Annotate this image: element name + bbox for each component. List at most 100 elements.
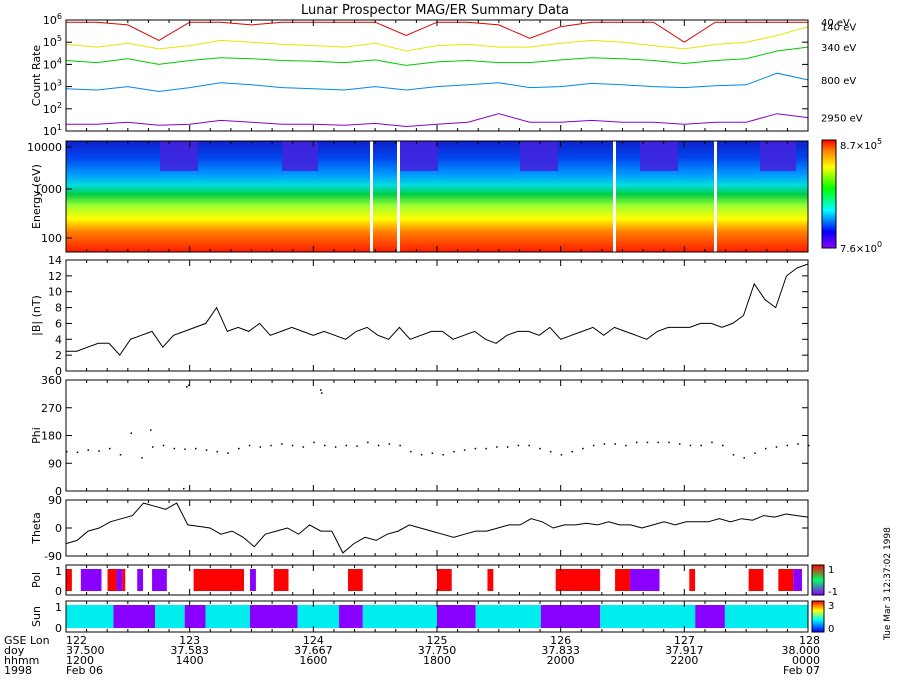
outlier-point [150, 429, 152, 431]
data-point [592, 444, 595, 447]
data-point [808, 444, 810, 447]
data-point [560, 454, 563, 456]
y-tick-label: 12 [48, 270, 62, 283]
y-tick-label: 102 [43, 101, 62, 116]
segment-20 [437, 569, 452, 591]
segment-5 [250, 605, 298, 628]
panel-frame [65, 19, 809, 132]
spectrogram-patch-2 [400, 141, 438, 171]
data-point [420, 454, 423, 456]
x-row-label-3: 1998 [4, 664, 32, 677]
panel-frame [65, 564, 809, 596]
data-point [313, 441, 315, 444]
panel-frame [65, 600, 809, 633]
data-point [582, 447, 584, 450]
segment-8 [362, 605, 437, 628]
data-point [76, 451, 79, 454]
segment-13 [695, 605, 725, 628]
segment-27 [629, 569, 660, 591]
b-magnitude-panel: 0 2 4 6 8 10 12 14 |B| (nT) [30, 254, 809, 378]
segment-24 [555, 569, 601, 591]
data-point [700, 444, 702, 447]
data-point [281, 443, 283, 445]
series-line-2 [65, 46, 809, 66]
segment-10 [152, 569, 167, 591]
y-tick-label: 0 [55, 485, 62, 498]
y-tick-label: 6 [55, 317, 62, 330]
segment-6 [122, 569, 126, 591]
segment-12 [600, 605, 696, 628]
y-tick-label: 105 [43, 34, 62, 49]
data-point [356, 445, 358, 447]
colorbar-tick: 0 [828, 624, 834, 635]
data-point [646, 441, 649, 444]
segment-2 [155, 605, 185, 628]
x-tick-doy: 37.750 [418, 644, 457, 657]
data-point [259, 446, 262, 448]
segment-28 [659, 569, 690, 591]
segment-23 [493, 569, 556, 591]
y-tick-label: -90 [44, 550, 62, 563]
x-row-label-2: hhmm [4, 654, 39, 667]
outlier-point [183, 487, 185, 490]
x-tick-doy: 37.500 [66, 644, 105, 657]
x-tick-lon: 123 [179, 634, 200, 647]
spectrogram-patch-0 [160, 141, 198, 171]
data-point [485, 447, 487, 450]
x-tick-hhmm: 1600 [299, 654, 327, 667]
data-point [657, 441, 659, 444]
segment-3 [184, 605, 206, 628]
x-tick-hhmm: 1800 [423, 654, 451, 667]
segment-17 [288, 569, 348, 591]
spectrogram-patch-3 [520, 141, 558, 171]
y-tick-label: 270 [41, 402, 62, 415]
x-tick-hhmm: 1200 [66, 654, 94, 667]
segment-8 [137, 569, 144, 591]
data-point [474, 447, 477, 450]
data-point [388, 443, 391, 445]
y-axis-label: Energy (eV) [30, 164, 43, 229]
sun-panel: 0 1 Sun 3 0 [30, 600, 834, 635]
y-tick-label: 90 [48, 457, 62, 470]
data-point [431, 452, 434, 454]
energy-spectrogram-panel: 100 1000 10000 Energy (eV) 8.7×105 7.6×100 [27, 137, 882, 255]
segment-29 [689, 569, 696, 591]
segment-15 [255, 569, 274, 591]
y-tick-label: 0 [55, 522, 62, 535]
strip-colorbar [811, 564, 825, 596]
outlier-point [320, 389, 322, 391]
x-tick-hhmm: 0000 [792, 654, 820, 667]
y-tick-label: 0 [55, 622, 62, 635]
data-point [496, 446, 498, 448]
data-gap-0 [370, 141, 373, 252]
data-point [173, 447, 176, 450]
y-tick-label: 14 [48, 254, 62, 267]
data-point [678, 443, 681, 445]
data-point [668, 441, 670, 444]
data-point [302, 446, 305, 448]
segment-4 [107, 569, 117, 591]
x-tick-lon: 122 [66, 634, 87, 647]
series-line-4 [66, 113, 809, 128]
series-line [65, 502, 809, 554]
segment-11 [166, 569, 194, 591]
data-point [109, 447, 111, 450]
segment-9 [143, 569, 153, 591]
y-tick-label: 103 [43, 79, 62, 94]
data-point [130, 432, 133, 434]
x-tick-hhmm: 2000 [547, 654, 575, 667]
x-row-label-1: doy [4, 644, 25, 657]
panel-frame [65, 499, 809, 557]
segment-7 [125, 569, 138, 591]
data-point [87, 449, 90, 451]
segment-13 [244, 569, 251, 591]
segment-21 [451, 569, 488, 591]
segment-33 [778, 569, 794, 591]
data-gap-2 [613, 141, 616, 252]
theta-panel: -90 0 90 Theta [30, 494, 809, 563]
series-label-1: 140 eV [821, 23, 856, 34]
data-point [528, 444, 530, 447]
